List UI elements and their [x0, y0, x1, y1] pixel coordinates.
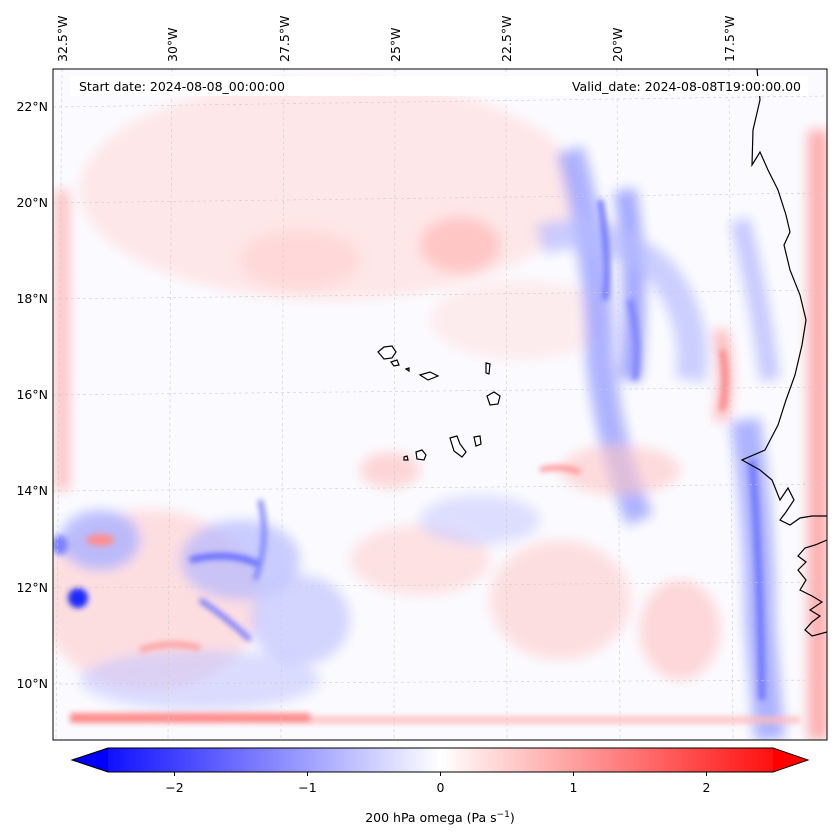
island-sal: [485, 362, 491, 375]
info-box: [70, 76, 808, 96]
cape-verde-islands: [377, 345, 501, 461]
colorbar-gradient: [108, 748, 773, 772]
lat-label-16n: 16°N: [16, 387, 48, 402]
lon-label-17-5w: 17.5°W: [722, 16, 737, 62]
africa-coastline: [740, 69, 827, 526]
island-fogo: [415, 449, 427, 461]
lon-label-27-5w: 27.5°W: [277, 16, 292, 62]
island-santa-luzia: [404, 367, 410, 373]
colorbar: −2 −1 0 1 2 200 hPa omega (Pa s−1): [70, 747, 810, 825]
colorbar-ticks: −2 −1 0 1 2: [165, 772, 710, 795]
colorbar-tick-label: 0: [437, 780, 445, 795]
map-frame: [52, 68, 828, 741]
island-sao-vicente: [390, 359, 400, 367]
colorbar-extend-max: [773, 748, 808, 772]
map-gridlines: [53, 69, 827, 740]
colorbar-tick-label: 2: [703, 780, 711, 795]
lon-label-22-5w: 22.5°W: [499, 16, 514, 62]
island-maio: [473, 435, 482, 447]
lat-label-10n: 10°N: [16, 676, 48, 691]
island-sao-nicolau: [418, 371, 440, 381]
lat-label-22n: 22°N: [16, 99, 48, 114]
lon-label-25w: 25°W: [388, 27, 403, 62]
colorbar-label-sup: −1: [497, 810, 510, 820]
colorbar-label-end: ): [510, 810, 515, 825]
lat-label-20n: 20°N: [16, 195, 48, 210]
omega-field-detail: [53, 199, 800, 724]
map-panel: Start date: 2024-08-08_00:00:00 Valid_da…: [53, 69, 827, 740]
island-boa-vista: [486, 391, 501, 406]
colorbar-tick-label: −2: [165, 780, 183, 795]
start-date-label: Start date: 2024-08-08_00:00:00: [79, 79, 285, 94]
island-santo-antao: [377, 345, 397, 360]
latitude-labels: 22°N 20°N 18°N 16°N 14°N 12°N 10°N: [16, 99, 48, 691]
colorbar-tick-label: −1: [298, 780, 316, 795]
island-santiago: [449, 435, 467, 458]
island-brava: [403, 455, 409, 461]
valid-date-label: Valid_date: 2024-08-08T19:00:00.00: [572, 79, 801, 94]
colorbar-tick-label: 1: [570, 780, 578, 795]
omega-field: [53, 80, 827, 740]
colorbar-extend-min: [72, 748, 108, 772]
colorbar-label-main: 200 hPa omega (Pa s: [365, 810, 496, 825]
lon-label-32-5w: 32.5°W: [55, 16, 70, 62]
lat-label-14n: 14°N: [16, 483, 48, 498]
lon-label-20w: 20°W: [610, 27, 625, 62]
lon-label-30w: 30°W: [165, 27, 180, 62]
longitude-labels: 32.5°W 30°W 27.5°W 25°W 22.5°W 20°W 17.5…: [55, 16, 737, 62]
lat-label-12n: 12°N: [16, 580, 48, 595]
colorbar-outline: [70, 747, 810, 773]
lat-label-18n: 18°N: [16, 291, 48, 306]
africa-coastline-south: [797, 539, 827, 637]
colorbar-label: 200 hPa omega (Pa s−1): [365, 810, 515, 825]
